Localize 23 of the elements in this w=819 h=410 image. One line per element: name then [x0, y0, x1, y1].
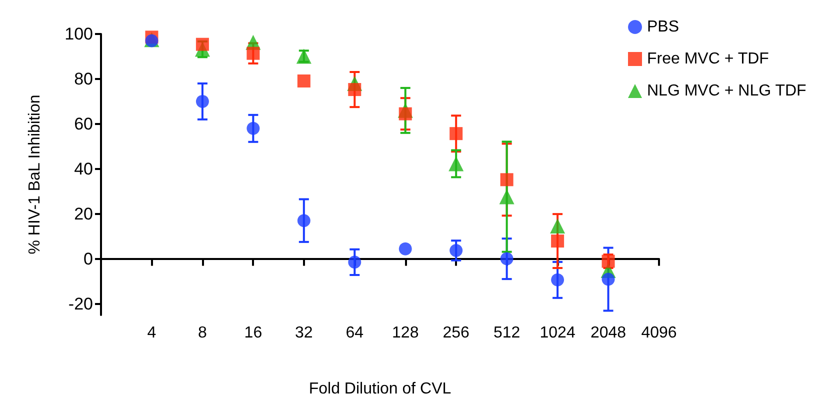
x-tick-label: 32	[295, 324, 313, 342]
y-tick-label: 100	[64, 24, 93, 44]
y-tick-label: 60	[74, 114, 93, 134]
x-tick-label: 4	[147, 324, 156, 342]
legend-label: Free MVC + TDF	[647, 50, 770, 68]
x-tick-label: 16	[244, 324, 262, 342]
y-tick-label: 80	[74, 69, 93, 88]
x-tick-label: 512	[493, 324, 520, 342]
x-tick-label: 256	[442, 324, 470, 342]
x-tick-label: 64	[346, 324, 364, 342]
x-tick-label: 2048	[590, 324, 626, 342]
x-tick-label: 4096	[641, 324, 677, 342]
x-tick-label: 128	[392, 324, 419, 342]
x-tick-label: 8	[198, 324, 207, 342]
legend-label: NLG MVC + NLG TDF	[647, 82, 807, 100]
y-axis-title: % HIV-1 BaL Inhibition	[26, 94, 44, 254]
x-axis-title: Fold Dilution of CVL	[308, 380, 452, 398]
x-tick-label: 1024	[540, 324, 576, 342]
y-tick-label: 20	[74, 204, 93, 224]
y-tick-label: 0	[84, 249, 93, 268]
y-tick-label: 40	[74, 159, 93, 178]
y-tick-label: -20	[68, 294, 93, 314]
legend-label: PBS	[647, 18, 680, 36]
